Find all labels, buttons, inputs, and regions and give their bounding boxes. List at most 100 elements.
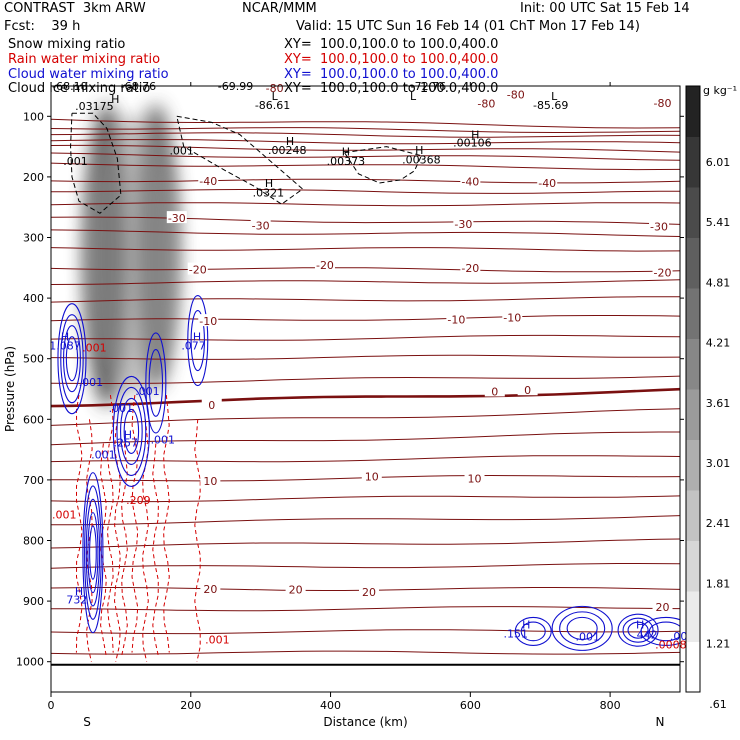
isotherm-label-14: 0 (208, 399, 215, 412)
y-tick-label-8: 900 (23, 595, 44, 608)
extremum-label-2: .03175 (75, 100, 114, 113)
model-title: CONTRAST 3km ARW (4, 1, 146, 16)
colorbar-swatch-3 (686, 490, 700, 541)
isotherm-label-bg-21 (285, 582, 306, 595)
snow-column-core (83, 116, 180, 396)
field-rain-xy: XY= 100.0,100.0 to 100.0,400.0 (284, 52, 499, 67)
isotherm-5 (51, 152, 680, 161)
rain-contour-3 (106, 394, 114, 653)
x-tick-label-4: 800 (600, 699, 621, 712)
cloud-water-label-2: .001 (79, 376, 104, 389)
rain-contour-0 (75, 394, 83, 653)
isotherm-label-22: 20 (362, 586, 376, 599)
extremum-label-22: .0321 (253, 186, 285, 199)
cloud-water-upper-1 (148, 349, 164, 417)
field-rain-name: Rain water mixing ratio (8, 52, 161, 67)
rain-label-0: .001 (82, 341, 107, 354)
cloud-water-lowlevel-0 (82, 472, 104, 634)
rain-contour-7 (142, 419, 149, 662)
isotherm-label-bg-25 (505, 87, 526, 100)
isotherm-25 (51, 495, 680, 503)
isotherm-label-13: -10 (503, 311, 521, 324)
isotherm-label-8: -20 (316, 259, 334, 272)
cloud-water-midlevel-1 (116, 386, 147, 476)
isotherm-label-bg-11 (198, 314, 219, 327)
cloud-water-north-c-2 (627, 621, 649, 639)
rain-contour-8 (152, 443, 159, 656)
isotherm-label-bg-22 (358, 585, 379, 598)
isotherm-10 (51, 216, 680, 225)
isotherm-18 (51, 354, 680, 360)
isotherm-label-bg-8 (314, 257, 335, 270)
cloud-water-north-d-0 (640, 616, 680, 646)
extremum-label-5: L (272, 90, 279, 103)
cloud-water-label-17: 442 (637, 629, 658, 642)
rain-contour-10 (194, 419, 201, 662)
endpoint-left-label: S (83, 715, 91, 729)
cloud-water-west-1 (60, 314, 84, 404)
colorbar-label-4: 3.61 (706, 397, 731, 410)
isotherm-21 (51, 408, 680, 426)
cloud-water-label-11: H (75, 585, 83, 598)
colorbar-unit: g kg⁻¹ (703, 84, 737, 97)
cloud-water-label-7: H (124, 429, 132, 442)
isotherm-label-bg-10 (652, 265, 673, 278)
cloud-water-north-b-2 (566, 616, 598, 640)
isotherm-label-3: -30 (168, 212, 186, 225)
colorbar-label-1: 5.41 (706, 216, 731, 229)
cloud-water-west-3 (65, 336, 79, 382)
isotherm-label-bg-26 (652, 95, 673, 108)
cloud-water-north-d-1 (648, 621, 680, 642)
isotherm-label-23: 20 (656, 601, 670, 614)
cloud-water-east-0 (187, 294, 209, 387)
isotherm-label-bg-12 (446, 312, 467, 325)
isotherm-32 (51, 650, 680, 655)
cloud-water-label-5: H (193, 331, 201, 344)
x-tick-label-2: 400 (320, 699, 341, 712)
isotherm-label-16: 0 (524, 384, 531, 397)
isotherm-label-bg-19 (464, 471, 485, 484)
extremum-label-15: H (415, 144, 423, 157)
isotherm-13 (51, 267, 680, 273)
isotherm-4 (51, 144, 680, 153)
cloud-water-west-2 (63, 325, 81, 393)
colorbar-swatch-1 (686, 591, 700, 642)
cloud-ice-contour-right (344, 146, 423, 184)
isotherm-label-bg-0 (198, 174, 219, 187)
colorbar-swatch-2 (686, 540, 700, 592)
cloud-water-north-b-0 (551, 605, 613, 651)
y-tick-label-2: 300 (23, 232, 44, 245)
cloud-water-label-12: 732 (66, 594, 87, 607)
rain-label-3: .0008 (655, 638, 687, 651)
isotherm-label-bg-9 (460, 260, 481, 273)
cloud-water-lowlevel-2 (85, 498, 101, 607)
colorbar-label-3: 4.21 (706, 337, 731, 350)
cloud-water-upper-0 (145, 332, 167, 434)
extremum-label-19: .001 (169, 144, 194, 157)
isotherm-label-5: -30 (454, 218, 472, 231)
isotherm-label-10: -20 (654, 267, 672, 280)
isotherm-label-20: 20 (203, 583, 217, 596)
extremum-label-17: H (342, 146, 350, 159)
isotherm-6 (51, 162, 680, 171)
extremum-label-7: -72.76 (411, 80, 446, 93)
org-label: NCAR/MMM (242, 1, 317, 16)
rain-contour-9 (163, 395, 170, 653)
extremum-label-11: H (286, 135, 294, 148)
extremum-label-3: -68.76 (121, 80, 156, 93)
y-tick-label-6: 700 (23, 474, 44, 487)
isotherm-label-bg-27 (476, 96, 497, 109)
extremum-label-18: .00373 (327, 155, 366, 168)
extremum-label-16: .00368 (402, 154, 441, 167)
cloud-water-label-16: H (636, 618, 644, 631)
isotherm-label-bg-6 (649, 219, 670, 232)
isotherm-label-18: 10 (365, 470, 379, 483)
forecast-hour: Fcst: 39 h (4, 19, 81, 34)
isotherm-label-bg-20 (200, 581, 221, 594)
cloud-water-lowlevel-4 (89, 525, 97, 580)
isotherm-16 (51, 315, 680, 322)
isotherm-label-15: 0 (491, 385, 498, 398)
isotherm-label-bg-14 (201, 397, 222, 410)
isotherm-15 (51, 296, 680, 303)
